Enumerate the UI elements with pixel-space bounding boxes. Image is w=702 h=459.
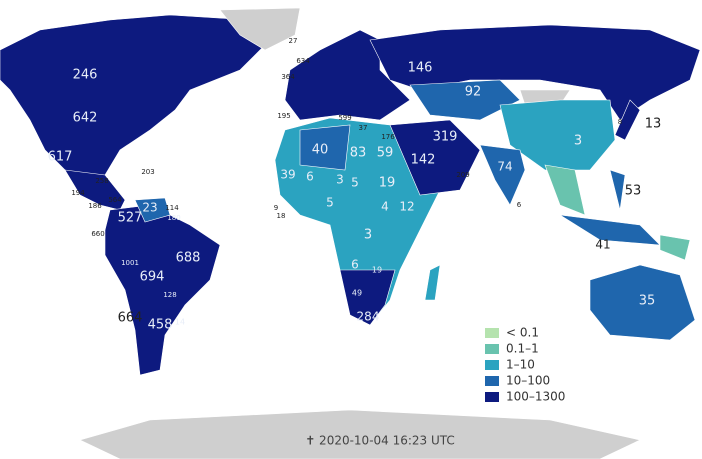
country-label: 180 bbox=[167, 214, 180, 222]
legend-label: < 0.1 bbox=[506, 326, 539, 340]
country-label: 284 bbox=[357, 310, 380, 324]
country-label: 35 bbox=[639, 294, 656, 309]
legend-swatch bbox=[485, 328, 499, 338]
madagascar bbox=[424, 264, 441, 301]
southeast-asia bbox=[544, 164, 586, 216]
country-label: 114 bbox=[165, 204, 179, 212]
middle-east bbox=[389, 119, 481, 196]
australia bbox=[589, 264, 696, 341]
japan bbox=[614, 99, 641, 141]
country-label: 6 bbox=[306, 170, 314, 184]
country-label: 6 bbox=[351, 258, 359, 272]
country-label: 599 bbox=[338, 114, 351, 122]
papua bbox=[659, 234, 691, 261]
legend-label: 0.1–1 bbox=[506, 342, 539, 356]
country-label: 258 bbox=[95, 177, 108, 185]
country-label: 40 bbox=[312, 143, 329, 158]
country-label: 19 bbox=[379, 176, 396, 191]
legend-swatch bbox=[485, 392, 499, 402]
country-label: 1001 bbox=[121, 259, 139, 267]
country-label: 203 bbox=[141, 168, 154, 176]
country-label: 458 bbox=[148, 318, 173, 333]
country-label: 19 bbox=[372, 266, 382, 275]
country-label: 5 bbox=[326, 196, 334, 210]
country-label: 74 bbox=[497, 160, 512, 174]
south-america bbox=[104, 204, 221, 376]
country-label: 3 bbox=[574, 134, 582, 149]
country-label: 564 bbox=[108, 196, 122, 204]
country-label: 142 bbox=[411, 153, 436, 168]
country-label: 14 bbox=[175, 318, 185, 327]
north-africa bbox=[299, 124, 351, 171]
country-label: 246 bbox=[73, 68, 98, 83]
country-label: 9 bbox=[274, 204, 278, 212]
country-label: 146 bbox=[408, 61, 433, 76]
north-america bbox=[0, 14, 271, 186]
country-label: 176 bbox=[381, 133, 395, 141]
legend-swatch bbox=[485, 376, 499, 386]
country-label: 41 bbox=[595, 238, 610, 252]
country-label: 694 bbox=[140, 270, 165, 285]
country-label: 59 bbox=[377, 146, 394, 161]
legend-swatch bbox=[485, 344, 499, 354]
country-label: 37 bbox=[359, 124, 368, 132]
country-label: 194 bbox=[71, 189, 85, 197]
country-label: 18 bbox=[277, 212, 286, 220]
country-label: 660 bbox=[91, 230, 104, 238]
legend: < 0.1 0.1–1 1–10 10–100 100–1300 bbox=[485, 326, 565, 404]
antarctica bbox=[79, 409, 641, 459]
country-label: 83 bbox=[350, 146, 367, 161]
legend-label: 100–1300 bbox=[506, 390, 565, 404]
country-label: 23 bbox=[142, 201, 157, 215]
country-label: 39 bbox=[280, 168, 295, 182]
country-label: 527 bbox=[118, 211, 143, 226]
venezuela bbox=[134, 197, 171, 223]
china bbox=[499, 99, 616, 171]
central-asia bbox=[409, 79, 521, 121]
country-label: 92 bbox=[465, 85, 482, 100]
country-label: 186 bbox=[88, 202, 102, 210]
land bbox=[0, 7, 701, 459]
country-label: 3 bbox=[364, 228, 372, 243]
southern-africa bbox=[339, 269, 396, 326]
country-label: 3 bbox=[336, 173, 344, 187]
philippines bbox=[609, 169, 626, 211]
country-label: 617 bbox=[48, 150, 73, 165]
greenland bbox=[219, 7, 301, 51]
legend-label: 10–100 bbox=[506, 374, 550, 388]
country-label: 27 bbox=[289, 37, 298, 45]
country-label: 364 bbox=[281, 73, 295, 81]
timestamp: ✝ 2020-10-04 16:23 UTC bbox=[305, 434, 455, 448]
country-label: 634 bbox=[296, 57, 310, 65]
country-label: 49 bbox=[352, 289, 362, 298]
country-label: 53 bbox=[625, 184, 642, 199]
country-label: 128 bbox=[163, 291, 176, 299]
country-label: 12 bbox=[399, 200, 414, 214]
country-label: 688 bbox=[176, 251, 201, 266]
country-labels: 2466426175276946884586641001128660194186… bbox=[48, 37, 662, 333]
country-label: 209 bbox=[456, 171, 469, 179]
country-label: 6 bbox=[517, 201, 522, 209]
legend-label: 1–10 bbox=[506, 358, 535, 372]
country-label: 4 bbox=[381, 200, 389, 214]
legend-swatch bbox=[485, 360, 499, 370]
country-label: 13 bbox=[645, 117, 662, 132]
country-label: 664 bbox=[118, 311, 143, 326]
india bbox=[479, 144, 526, 206]
country-label: 195 bbox=[277, 112, 290, 120]
country-label: 8 bbox=[618, 118, 622, 126]
country-label: 319 bbox=[433, 130, 458, 145]
country-label: 642 bbox=[73, 111, 98, 126]
country-label: 5 bbox=[351, 176, 359, 190]
